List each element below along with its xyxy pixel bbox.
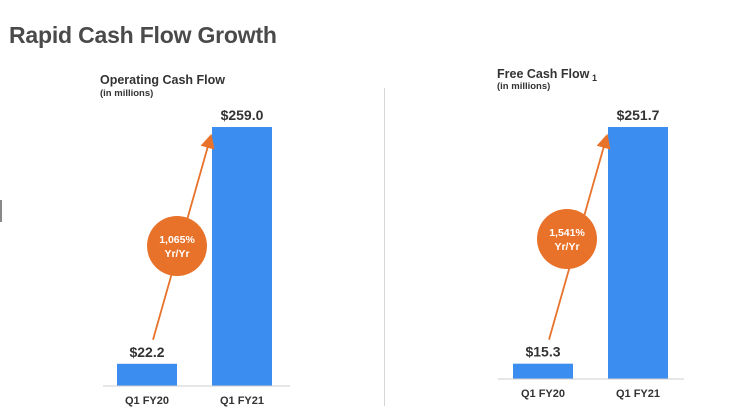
panel-divider xyxy=(384,88,385,406)
category-label-free-cash-flow-0: Q1 FY20 xyxy=(521,388,565,400)
category-label-free-cash-flow-1: Q1 FY21 xyxy=(616,388,660,400)
growth-label-free-cash-flow-0: 1,541% xyxy=(549,227,585,239)
bar-operating-cash-flow-0 xyxy=(117,363,177,386)
chart-title-operating-cash-flow: Operating Cash Flow xyxy=(100,73,226,87)
growth-bubble-free-cash-flow xyxy=(537,209,597,269)
value-label-operating-cash-flow-0: $22.2 xyxy=(129,344,164,360)
growth-bubble-operating-cash-flow xyxy=(147,216,207,276)
chart-title-free-cash-flow: Free Cash Flow xyxy=(497,67,590,81)
value-label-free-cash-flow-1: $251.7 xyxy=(617,107,660,123)
chart-subtitle-operating-cash-flow: (in millions) xyxy=(100,88,154,99)
category-label-operating-cash-flow-1: Q1 FY21 xyxy=(220,395,264,407)
chart-subtitle-free-cash-flow: (in millions) xyxy=(497,81,551,92)
left-edge-rule xyxy=(0,200,2,222)
value-label-free-cash-flow-0: $15.3 xyxy=(525,344,560,360)
growth-label-free-cash-flow-1: Yr/Yr xyxy=(554,241,579,253)
bar-operating-cash-flow-1 xyxy=(212,127,272,386)
footnote-marker: 1 xyxy=(592,73,598,83)
value-label-operating-cash-flow-1: $259.0 xyxy=(221,107,264,123)
page-title: Rapid Cash Flow Growth xyxy=(9,22,277,48)
growth-label-operating-cash-flow-0: 1,065% xyxy=(159,234,195,246)
growth-label-operating-cash-flow-1: Yr/Yr xyxy=(164,248,189,260)
bar-free-cash-flow-1 xyxy=(608,127,668,379)
bar-free-cash-flow-0 xyxy=(513,363,573,379)
category-label-operating-cash-flow-0: Q1 FY20 xyxy=(125,395,169,407)
